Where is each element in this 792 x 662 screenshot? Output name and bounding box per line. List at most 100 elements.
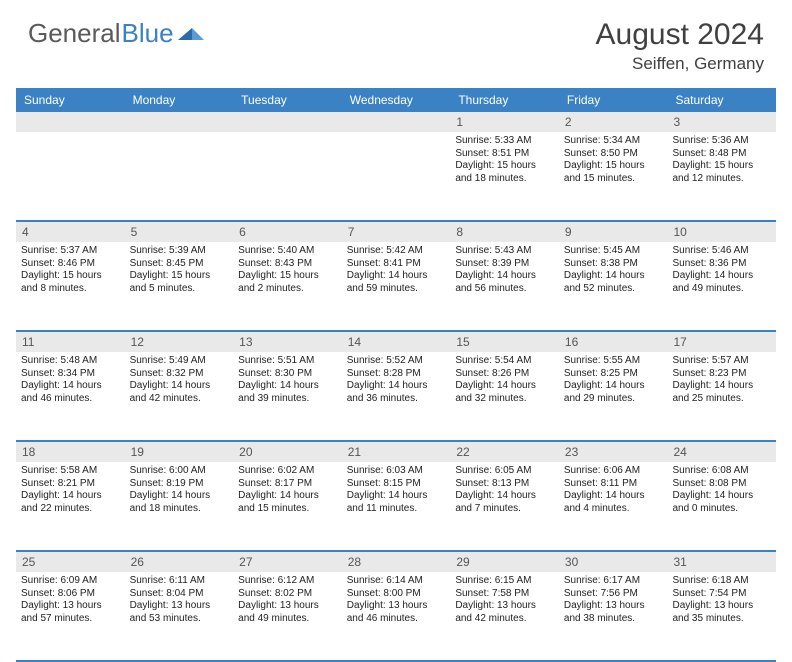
- header: GeneralBlue August 2024 Seiffen, Germany: [0, 0, 792, 80]
- sunrise-text: Sunrise: 5:54 AM: [455, 355, 554, 368]
- sunset-text: Sunset: 8:43 PM: [238, 258, 337, 271]
- day-number: 2: [559, 112, 668, 132]
- day-cell: [125, 132, 234, 220]
- dow-thursday: Thursday: [450, 88, 559, 112]
- logo: GeneralBlue: [28, 18, 204, 49]
- day-cell: Sunrise: 5:58 AMSunset: 8:21 PMDaylight:…: [16, 462, 125, 550]
- day-number: [233, 112, 342, 132]
- day-cell: Sunrise: 5:55 AMSunset: 8:25 PMDaylight:…: [559, 352, 668, 440]
- week-row: Sunrise: 6:09 AMSunset: 8:06 PMDaylight:…: [16, 572, 776, 662]
- day-cell: Sunrise: 6:08 AMSunset: 8:08 PMDaylight:…: [667, 462, 776, 550]
- day-number: 28: [342, 552, 451, 572]
- sunset-text: Sunset: 8:08 PM: [672, 478, 771, 491]
- day-number: [125, 112, 234, 132]
- day-number: 11: [16, 332, 125, 352]
- daylight-text: Daylight: 14 hours and 29 minutes.: [564, 380, 663, 405]
- day-cell: Sunrise: 6:03 AMSunset: 8:15 PMDaylight:…: [342, 462, 451, 550]
- day-number: 9: [559, 222, 668, 242]
- dow-tuesday: Tuesday: [233, 88, 342, 112]
- daylight-text: Daylight: 13 hours and 42 minutes.: [455, 600, 554, 625]
- day-number: 17: [667, 332, 776, 352]
- sunset-text: Sunset: 8:13 PM: [455, 478, 554, 491]
- day-number: 8: [450, 222, 559, 242]
- sunrise-text: Sunrise: 6:05 AM: [455, 465, 554, 478]
- page-title: August 2024: [596, 18, 764, 52]
- day-cell: Sunrise: 5:37 AMSunset: 8:46 PMDaylight:…: [16, 242, 125, 330]
- daylight-text: Daylight: 14 hours and 49 minutes.: [672, 270, 771, 295]
- sunset-text: Sunset: 7:54 PM: [672, 588, 771, 601]
- daylight-text: Daylight: 13 hours and 38 minutes.: [564, 600, 663, 625]
- sunset-text: Sunset: 8:38 PM: [564, 258, 663, 271]
- daynum-row: 123: [16, 112, 776, 132]
- location-label: Seiffen, Germany: [596, 54, 764, 74]
- day-cell: Sunrise: 5:51 AMSunset: 8:30 PMDaylight:…: [233, 352, 342, 440]
- dow-saturday: Saturday: [667, 88, 776, 112]
- day-number: 19: [125, 442, 234, 462]
- day-cell: Sunrise: 6:18 AMSunset: 7:54 PMDaylight:…: [667, 572, 776, 660]
- week-row: Sunrise: 5:58 AMSunset: 8:21 PMDaylight:…: [16, 462, 776, 552]
- daylight-text: Daylight: 14 hours and 11 minutes.: [347, 490, 446, 515]
- daylight-text: Daylight: 14 hours and 18 minutes.: [130, 490, 229, 515]
- sunset-text: Sunset: 8:50 PM: [564, 148, 663, 161]
- day-number: 1: [450, 112, 559, 132]
- day-cell: Sunrise: 6:00 AMSunset: 8:19 PMDaylight:…: [125, 462, 234, 550]
- day-cell: Sunrise: 6:06 AMSunset: 8:11 PMDaylight:…: [559, 462, 668, 550]
- sunrise-text: Sunrise: 5:55 AM: [564, 355, 663, 368]
- sunset-text: Sunset: 8:39 PM: [455, 258, 554, 271]
- day-cell: Sunrise: 5:39 AMSunset: 8:45 PMDaylight:…: [125, 242, 234, 330]
- sunrise-text: Sunrise: 5:40 AM: [238, 245, 337, 258]
- sunset-text: Sunset: 8:21 PM: [21, 478, 120, 491]
- sunrise-text: Sunrise: 5:39 AM: [130, 245, 229, 258]
- daylight-text: Daylight: 15 hours and 8 minutes.: [21, 270, 120, 295]
- day-number: 4: [16, 222, 125, 242]
- day-cell: Sunrise: 5:36 AMSunset: 8:48 PMDaylight:…: [667, 132, 776, 220]
- daylight-text: Daylight: 14 hours and 36 minutes.: [347, 380, 446, 405]
- day-number: [16, 112, 125, 132]
- sunset-text: Sunset: 8:46 PM: [21, 258, 120, 271]
- day-cell: Sunrise: 5:40 AMSunset: 8:43 PMDaylight:…: [233, 242, 342, 330]
- sunset-text: Sunset: 8:00 PM: [347, 588, 446, 601]
- day-number: 16: [559, 332, 668, 352]
- day-cell: Sunrise: 5:42 AMSunset: 8:41 PMDaylight:…: [342, 242, 451, 330]
- calendar: SundayMondayTuesdayWednesdayThursdayFrid…: [16, 88, 776, 662]
- daylight-text: Daylight: 14 hours and 22 minutes.: [21, 490, 120, 515]
- logo-text-1: General: [28, 18, 121, 49]
- daylight-text: Daylight: 15 hours and 18 minutes.: [455, 160, 554, 185]
- day-cell: [233, 132, 342, 220]
- sunrise-text: Sunrise: 5:34 AM: [564, 135, 663, 148]
- sunset-text: Sunset: 8:11 PM: [564, 478, 663, 491]
- sunset-text: Sunset: 8:45 PM: [130, 258, 229, 271]
- week-row: Sunrise: 5:37 AMSunset: 8:46 PMDaylight:…: [16, 242, 776, 332]
- day-cell: Sunrise: 5:45 AMSunset: 8:38 PMDaylight:…: [559, 242, 668, 330]
- sunrise-text: Sunrise: 6:11 AM: [130, 575, 229, 588]
- logo-mark-icon: [178, 18, 204, 49]
- daylight-text: Daylight: 15 hours and 12 minutes.: [672, 160, 771, 185]
- sunset-text: Sunset: 8:36 PM: [672, 258, 771, 271]
- sunrise-text: Sunrise: 6:17 AM: [564, 575, 663, 588]
- daylight-text: Daylight: 13 hours and 49 minutes.: [238, 600, 337, 625]
- day-number: 27: [233, 552, 342, 572]
- sunset-text: Sunset: 8:19 PM: [130, 478, 229, 491]
- sunrise-text: Sunrise: 6:03 AM: [347, 465, 446, 478]
- daylight-text: Daylight: 14 hours and 0 minutes.: [672, 490, 771, 515]
- day-number: 31: [667, 552, 776, 572]
- sunrise-text: Sunrise: 6:08 AM: [672, 465, 771, 478]
- sunset-text: Sunset: 7:58 PM: [455, 588, 554, 601]
- daylight-text: Daylight: 13 hours and 35 minutes.: [672, 600, 771, 625]
- daylight-text: Daylight: 13 hours and 46 minutes.: [347, 600, 446, 625]
- daynum-row: 18192021222324: [16, 442, 776, 462]
- sunrise-text: Sunrise: 6:00 AM: [130, 465, 229, 478]
- day-number: 23: [559, 442, 668, 462]
- daylight-text: Daylight: 15 hours and 15 minutes.: [564, 160, 663, 185]
- sunset-text: Sunset: 8:23 PM: [672, 368, 771, 381]
- daynum-row: 11121314151617: [16, 332, 776, 352]
- daylight-text: Daylight: 14 hours and 15 minutes.: [238, 490, 337, 515]
- dow-monday: Monday: [125, 88, 234, 112]
- sunrise-text: Sunrise: 6:12 AM: [238, 575, 337, 588]
- sunrise-text: Sunrise: 5:45 AM: [564, 245, 663, 258]
- weeks-container: 123Sunrise: 5:33 AMSunset: 8:51 PMDaylig…: [16, 112, 776, 662]
- day-cell: Sunrise: 5:33 AMSunset: 8:51 PMDaylight:…: [450, 132, 559, 220]
- daylight-text: Daylight: 15 hours and 5 minutes.: [130, 270, 229, 295]
- sunrise-text: Sunrise: 6:18 AM: [672, 575, 771, 588]
- week-row: Sunrise: 5:33 AMSunset: 8:51 PMDaylight:…: [16, 132, 776, 222]
